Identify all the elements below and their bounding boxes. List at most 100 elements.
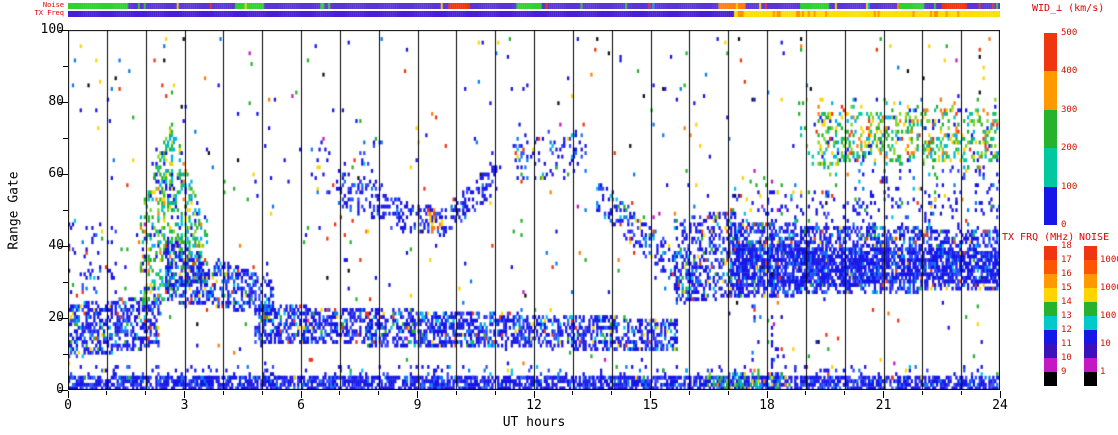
txfrq-colorbar-title: TX FRQ (MHz) — [1002, 232, 1075, 243]
colorbar-tick-label: 100 — [1100, 311, 1117, 321]
x-tick — [999, 391, 1001, 398]
x-tick — [455, 391, 457, 395]
colorbar-tick-label: 100 — [1061, 181, 1078, 192]
y-tick — [59, 173, 68, 175]
y-tick — [63, 65, 68, 67]
colorbar-segment — [1084, 330, 1097, 344]
colorbar-segment — [1084, 344, 1097, 358]
y-tick — [59, 317, 68, 319]
x-tick — [417, 391, 418, 398]
colorbar-tick-label: 17 — [1061, 255, 1072, 265]
colorbar-tick-label: 9 — [1061, 367, 1067, 377]
x-tick-label: 21 — [875, 398, 892, 413]
colorbar-tick-label: 300 — [1061, 104, 1078, 115]
x-tick-label: 12 — [526, 398, 542, 413]
y-tick — [63, 353, 68, 355]
colorbar-segment — [1084, 302, 1097, 316]
x-tick — [222, 391, 224, 395]
colorbar-segment — [1044, 274, 1057, 288]
main-plot-canvas — [68, 30, 1000, 390]
colorbar-segment — [1044, 260, 1057, 274]
colorbar-tick-label: 12 — [1061, 325, 1072, 335]
colorbar-segment — [1084, 274, 1097, 288]
x-tick — [300, 391, 302, 398]
colorbar-segment — [1044, 71, 1057, 110]
x-tick — [106, 391, 108, 395]
colorbar-segment — [1044, 358, 1057, 372]
x-tick — [378, 391, 380, 395]
colorbar-segment — [1084, 246, 1097, 260]
colorbar-tick-label: 400 — [1061, 66, 1078, 77]
x-tick — [572, 391, 574, 395]
x-tick — [921, 391, 923, 395]
colorbar-segment — [1044, 316, 1057, 330]
x-tick — [766, 391, 768, 398]
x-tick-label: 9 — [413, 398, 422, 413]
noise-colorbar — [1084, 246, 1097, 386]
y-tick — [59, 29, 68, 31]
x-tick — [145, 391, 147, 395]
colorbar-tick-label: 10 — [1061, 353, 1072, 363]
x-tick — [67, 391, 69, 398]
y-tick-label: 40 — [48, 238, 64, 253]
colorbar-segment — [1044, 372, 1057, 386]
x-axis-title: UT hours — [502, 415, 566, 430]
colorbar-segment — [1084, 372, 1097, 386]
y-tick-label: 0 — [56, 382, 64, 397]
y-axis-title: Range Gate — [6, 171, 22, 250]
x-tick — [960, 391, 962, 395]
colorbar-tick-label: 11 — [1061, 339, 1072, 349]
colorbar-segment — [1084, 316, 1097, 330]
x-tick — [533, 391, 535, 398]
colorbar-segment — [1084, 288, 1097, 302]
colorbar-tick-label: 14 — [1061, 297, 1072, 307]
x-tick-label: 24 — [992, 398, 1008, 413]
x-tick — [611, 391, 613, 395]
x-tick — [727, 391, 729, 395]
x-tick-label: 3 — [180, 398, 189, 413]
colorbar-segment — [1044, 330, 1057, 344]
colorbar-tick-label: 1 — [1100, 367, 1106, 377]
colorbar-segment — [1044, 186, 1057, 225]
x-tick — [844, 391, 846, 395]
colorbar-segment — [1084, 358, 1097, 372]
noise-colorbar-title: NOISE — [1079, 232, 1110, 243]
x-tick-label: 0 — [64, 398, 72, 413]
colorbar-tick-label: 0 — [1061, 220, 1067, 230]
wid-colorbar — [1044, 33, 1057, 225]
colorbar-segment — [1044, 33, 1057, 72]
colorbar-tick-label: 10000 — [1100, 255, 1118, 265]
y-tick — [59, 101, 68, 103]
colorbar-segment — [1044, 288, 1057, 302]
x-tick-label: 6 — [297, 398, 305, 413]
txfreq-strip — [68, 11, 1000, 17]
colorbar-segment — [1044, 344, 1057, 358]
wid-colorbar-title: WID_⊥ (km/s) — [1032, 3, 1105, 14]
y-tick-label: 20 — [48, 310, 64, 325]
colorbar-tick-label: 15 — [1061, 283, 1072, 293]
colorbar-tick-label: 500 — [1061, 28, 1078, 38]
noise-strip — [68, 3, 1000, 9]
x-tick — [494, 391, 496, 395]
x-tick-label: 18 — [759, 398, 775, 413]
y-tick — [59, 245, 68, 247]
y-tick-label: 80 — [48, 94, 64, 109]
colorbar-segment — [1044, 109, 1057, 149]
y-tick — [63, 209, 68, 211]
x-tick — [650, 391, 651, 398]
txfrq-colorbar — [1044, 246, 1057, 386]
x-tick — [339, 391, 341, 395]
y-tick-label: 60 — [48, 166, 64, 181]
y-tick — [59, 389, 68, 391]
y-tick — [63, 281, 68, 283]
x-tick — [688, 391, 690, 395]
x-tick-label: 15 — [642, 398, 659, 413]
txfreq-strip-label: TX Freq — [34, 9, 64, 17]
colorbar-segment — [1084, 260, 1097, 274]
colorbar-tick-label: 10 — [1100, 339, 1111, 349]
colorbar-segment — [1044, 148, 1057, 187]
noise-strip-label: Noise — [42, 1, 64, 9]
colorbar-segment — [1044, 246, 1057, 260]
colorbar-tick-label: 13 — [1061, 311, 1072, 321]
